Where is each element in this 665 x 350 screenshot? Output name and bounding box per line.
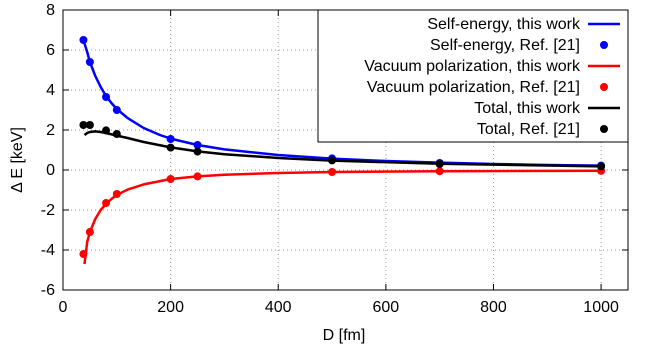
x-tick-label: 200 [157,299,184,316]
x-tick-label: 400 [265,299,292,316]
data-point-3 [166,175,175,183]
data-point-5 [435,160,444,168]
series-line-4 [83,130,602,168]
y-tick-label: 6 [46,42,55,59]
data-point-5 [85,121,94,129]
x-axis-label: D [fm] [323,327,366,344]
data-point-5 [328,156,337,165]
data-point-1 [112,106,121,114]
series-line-2 [83,169,602,265]
y-tick-label: 8 [46,2,55,19]
y-tick-label: -6 [41,282,55,299]
data-point-5 [193,147,202,156]
data-point-3 [102,199,111,207]
y-tick-label: 4 [46,82,55,99]
y-tick-label: 0 [46,162,55,179]
x-tick-label: 1000 [583,299,619,316]
data-point-5 [597,162,606,171]
legend-label: Vacuum polarization, this work [364,58,581,75]
x-tick-label: 0 [59,299,68,316]
axes: -6 -4 -2 0 2 4 6 8 0 200 400 600 800 1000 [41,2,629,316]
legend: Self-energy, this work Self-energy, Ref. … [317,9,629,143]
legend-box [317,9,629,143]
data-point-1 [166,135,175,143]
data-point-5 [79,121,88,129]
data-point-1 [85,58,94,66]
data-point-5 [112,130,121,138]
y-axis-label: Δ E [keV] [9,127,26,193]
data-point-3 [79,250,88,258]
data-point-1 [79,36,88,44]
legend-label: Total, Ref. [21] [477,121,580,138]
legend-label: Self-energy, Ref. [21] [430,37,580,54]
legend-label: Vacuum polarization, Ref. [21] [367,79,580,96]
data-point-3 [85,228,94,236]
data-point-1 [193,141,202,149]
legend-point-swatch [600,41,608,49]
data-point-5 [102,126,111,135]
y-tick-label: -4 [41,242,55,259]
data-point-3 [328,168,337,176]
data-point-1 [102,93,111,101]
data-point-3 [112,190,121,198]
legend-label: Self-energy, this work [427,16,581,33]
legend-label: Total, this work [474,100,581,117]
legend-point-swatch [600,125,608,133]
data-point-5 [166,143,175,152]
legend-point-swatch [600,83,608,91]
series-layer [79,36,606,265]
x-tick-label: 600 [373,299,400,316]
data-point-3 [193,172,202,181]
x-tick-label: 800 [480,299,507,316]
y-tick-label: 2 [46,122,55,139]
data-point-3 [435,167,444,176]
y-tick-label: -2 [41,202,55,219]
